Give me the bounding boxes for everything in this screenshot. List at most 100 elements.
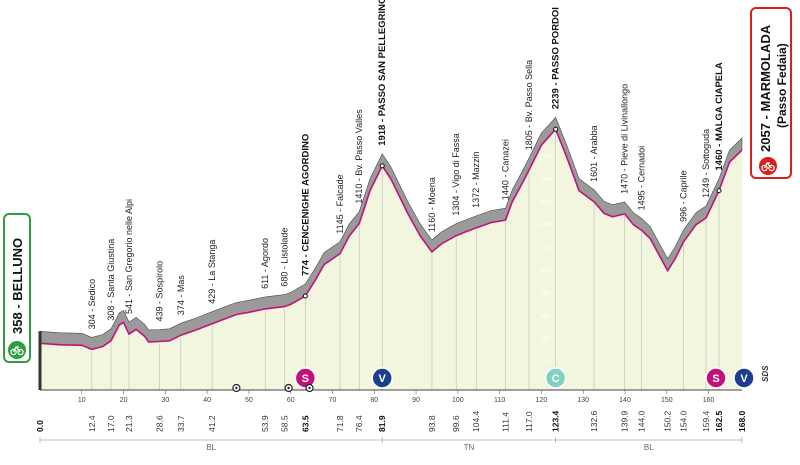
km-label: 150.2 bbox=[663, 410, 673, 432]
start-badge-frame bbox=[3, 213, 31, 363]
waypoint-dot bbox=[302, 293, 308, 299]
minor-tick-label: 80 bbox=[370, 397, 378, 404]
km-label: 28.6 bbox=[155, 415, 165, 432]
altitude-scale-label: 600 bbox=[541, 314, 550, 320]
svg-text:358 - BELLUNO: 358 - BELLUNO bbox=[10, 238, 25, 334]
sds-logo: SDS bbox=[761, 365, 770, 382]
intermediate-sprint-letter: S bbox=[302, 373, 309, 385]
minor-tick-label: 120 bbox=[536, 397, 548, 404]
minor-tick-label: 20 bbox=[120, 397, 128, 404]
altitude-scale-label: 1800 bbox=[539, 177, 551, 183]
km-label: 21.3 bbox=[124, 415, 134, 432]
finish-name: MARMOLADA bbox=[758, 24, 773, 111]
cima-coppi-marker bbox=[544, 367, 567, 389]
km-label: 159.4 bbox=[701, 410, 711, 432]
waypoint-lines bbox=[91, 131, 720, 390]
waypoint-label: 1249 - Sottoguda bbox=[701, 129, 711, 198]
km-label: 58.5 bbox=[279, 415, 289, 432]
intermediate-sprint-marker bbox=[294, 367, 317, 389]
intermediate-sprint-letter: S bbox=[712, 373, 719, 385]
minor-tick-label: 60 bbox=[287, 397, 295, 404]
km-label: 63.5 bbox=[300, 415, 310, 432]
waypoint-label: 996 - Caprile bbox=[679, 170, 689, 222]
waypoint-dot bbox=[379, 163, 385, 169]
waypoint-label: 1601 - Arabba bbox=[589, 125, 599, 182]
waypoint-label: 439 - Sospirolo bbox=[155, 261, 165, 322]
minor-tick-label: 70 bbox=[329, 397, 337, 404]
bicycle-glyph bbox=[761, 161, 775, 172]
km-label: 99.6 bbox=[451, 415, 461, 432]
minor-tick-label: 130 bbox=[577, 397, 589, 404]
waypoint-label: 308 - Santa Giustina bbox=[106, 239, 116, 321]
waypoint-label: 541 - San Gregorio nelle Alpi bbox=[124, 199, 134, 314]
waypoint-label: 304 - Sedico bbox=[87, 279, 97, 330]
km-label: 123.4 bbox=[551, 410, 561, 432]
waypoint-label: 1460 - MALGA CIAPELA bbox=[714, 62, 725, 171]
km-label: 162.5 bbox=[714, 410, 724, 432]
feed-zone-dot bbox=[287, 386, 290, 390]
start-badge: 358 - BELLUNO bbox=[3, 213, 31, 363]
waypoint-dot bbox=[716, 188, 722, 194]
waypoint-label: 1372 - Mazzin bbox=[471, 151, 481, 208]
bicycle-icon bbox=[759, 157, 777, 175]
bicycle-glyph bbox=[10, 345, 24, 356]
region-bar: BL TN BL bbox=[39, 437, 743, 452]
finish-separator: - bbox=[758, 112, 773, 124]
waypoint-label: 1495 - Cernadoi bbox=[637, 146, 647, 211]
finish-subname: (Passo Fedaia) bbox=[775, 43, 789, 128]
finish-badge: 2057 - MARMOLADA (Passo Fedaia) bbox=[750, 7, 792, 179]
minor-tick-label: 100 bbox=[452, 397, 464, 404]
start-altitude: 358 bbox=[10, 312, 25, 334]
altitude-scale-label: 1400 bbox=[539, 223, 551, 229]
road-line bbox=[39, 127, 743, 351]
waypoint-label: 1410 - Bv. Passo Valles bbox=[354, 109, 364, 204]
gpm-letter: V bbox=[740, 373, 748, 385]
terrain-fill bbox=[40, 129, 742, 391]
start-name: BELLUNO bbox=[10, 238, 25, 301]
km-label: 12.4 bbox=[87, 415, 97, 432]
minor-tick-label: 40 bbox=[203, 397, 211, 404]
start-separator: - bbox=[10, 301, 25, 313]
waypoint-label: 611 - Agordo bbox=[260, 238, 270, 289]
km-label: 139.9 bbox=[620, 410, 630, 432]
km-label: 168.0 bbox=[737, 410, 747, 432]
altitude-scale-label: 200 bbox=[541, 359, 550, 365]
waypoint-label: 429 - La Stanga bbox=[207, 240, 217, 304]
waypoint-label: 774 - CENCENIGHE AGORDINO bbox=[300, 134, 311, 276]
cima-coppi-letter: C bbox=[552, 373, 560, 385]
waypoint-label: 1440 - Canazei bbox=[500, 139, 510, 200]
x-axis: 10 20 30 40 50 60 70 80 90 100 110 120 130 140 150 160 bbox=[40, 389, 742, 404]
km-label: 41.2 bbox=[207, 415, 217, 432]
region-label: TN bbox=[464, 443, 475, 452]
km-label: 117.0 bbox=[524, 411, 534, 432]
km-label: 17.0 bbox=[106, 415, 116, 432]
waypoint-label: 1145 - Falcade bbox=[335, 174, 345, 233]
altitude-scale-label: 400 bbox=[541, 336, 550, 342]
km-label: 104.4 bbox=[471, 410, 481, 432]
altitude-scale: 200 400 600 800 1000 1200 1400 1600 1800 2000 bbox=[539, 154, 551, 365]
km-label: 154.0 bbox=[679, 410, 689, 432]
gpm-marker bbox=[733, 367, 755, 389]
feed-zone-dot bbox=[235, 386, 238, 390]
minor-tick-label: 140 bbox=[619, 397, 631, 404]
km-label: 81.9 bbox=[377, 415, 387, 432]
waypoint-labels: 304 - Sedico 308 - Santa Giustina 541 - Sa… bbox=[87, 0, 725, 329]
waypoint-dot bbox=[553, 126, 559, 132]
altitude-scale-label: 1600 bbox=[539, 200, 551, 206]
minor-tick-label: 90 bbox=[412, 397, 420, 404]
gpm-marker bbox=[371, 367, 393, 389]
waypoint-label: 374 - Mas bbox=[176, 275, 186, 316]
waypoint-label: 1918 - PASSO SAN PELLEGRINO bbox=[377, 0, 388, 146]
waypoint-label: 1160 - Moena bbox=[427, 177, 437, 232]
waypoint-label: 1470 - Pieve di Livinallongo bbox=[620, 84, 630, 194]
altitude-scale-label: 1200 bbox=[539, 245, 551, 251]
minor-tick-label: 30 bbox=[161, 397, 169, 404]
road-layer bbox=[38, 116, 743, 390]
altitude-scale-label: 1000 bbox=[539, 268, 551, 274]
feed-zone-dot bbox=[308, 386, 311, 390]
gpm-letter: V bbox=[379, 373, 387, 385]
km-labels: 0.0 12.4 17.0 21.3 28.6 33.7 41.2 53.9 58.5 63.5 7… bbox=[35, 410, 747, 432]
